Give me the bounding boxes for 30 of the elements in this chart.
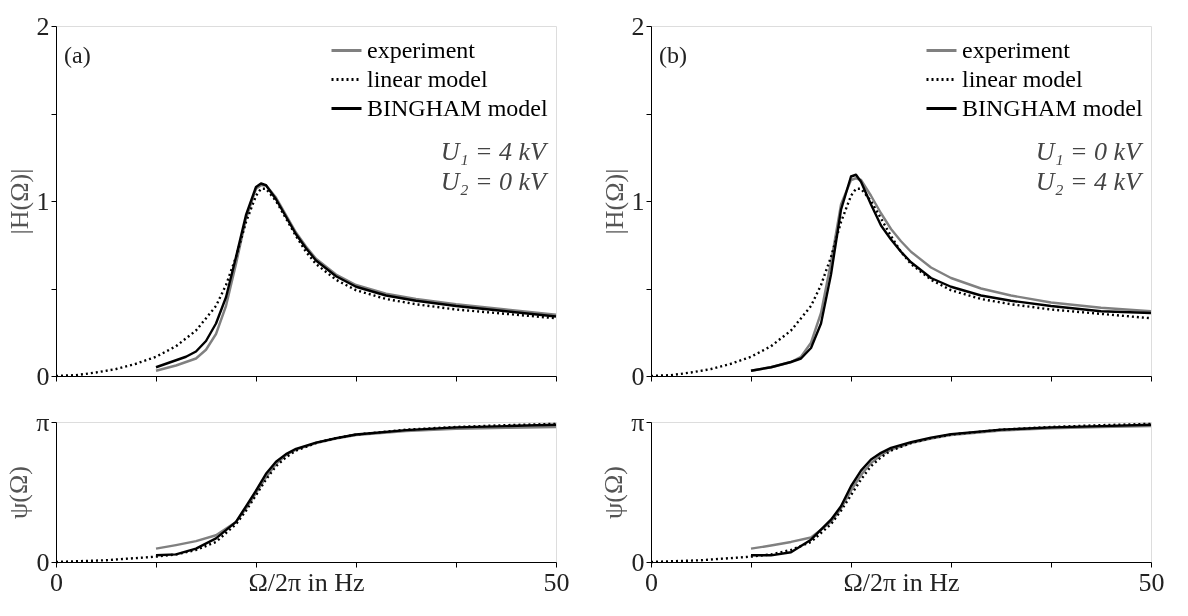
y-tick-label: 1 <box>36 186 50 216</box>
annotation: U₂ = 0 kV <box>440 167 550 196</box>
annotation: (b) <box>659 42 687 68</box>
x-axis-title: Ω/2π in Hz <box>843 567 960 597</box>
y-axis-title: |H(Ω)| <box>599 168 629 235</box>
y-tick-label: 0 <box>631 547 645 577</box>
x-tick-label: 50 <box>543 567 570 597</box>
x-axis-title: Ω/2π in Hz <box>248 567 365 597</box>
y-axis-title: ψ(Ω) <box>599 466 629 519</box>
y-tick-label: 0 <box>36 547 50 577</box>
annotation: (a) <box>64 42 91 68</box>
legend-label: BINGHAM model <box>367 94 548 121</box>
annotation: U₁ = 4 kV <box>440 137 550 166</box>
annotation: U₁ = 0 kV <box>1035 137 1145 166</box>
legend-label: linear model <box>962 65 1083 92</box>
legend-label: BINGHAM model <box>962 94 1143 121</box>
y-tick-label: 0 <box>36 361 50 391</box>
y-axis-title: |H(Ω)| <box>4 168 34 235</box>
y-tick-label: 1 <box>631 186 645 216</box>
legend-label: experiment <box>367 36 476 63</box>
legend-label: linear model <box>367 65 488 92</box>
legend-label: experiment <box>962 36 1071 63</box>
y-tick-label: π <box>36 407 50 437</box>
y-tick-label: 0 <box>631 361 645 391</box>
annotation: U₂ = 4 kV <box>1035 167 1145 196</box>
y-axis-title: ψ(Ω) <box>4 466 34 519</box>
y-tick-label: 2 <box>36 11 50 41</box>
y-tick-label: 2 <box>631 11 645 41</box>
y-tick-label: π <box>631 407 645 437</box>
x-tick-label: 50 <box>1138 567 1165 597</box>
